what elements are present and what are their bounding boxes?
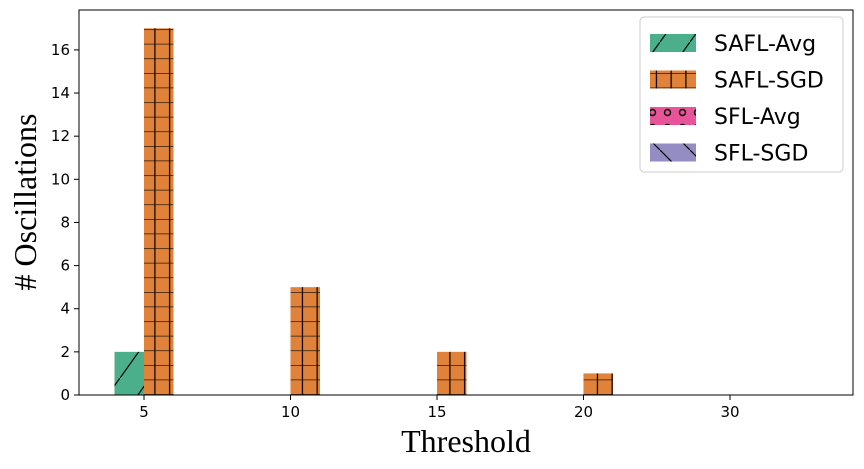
legend-label-safl-avg: SAFL-Avg (714, 32, 816, 57)
legend-swatch-hatch-sfl-avg (650, 107, 696, 125)
y-tick-label: 10 (51, 170, 70, 188)
legend-label-safl-sgd: SAFL-SGD (714, 69, 824, 94)
legend-swatch-hatch-sfl-sgd (650, 143, 696, 162)
legend-frame (639, 16, 844, 173)
bar-hatch-safl-sgd-10 (290, 287, 320, 395)
y-tick-label: 12 (51, 127, 70, 145)
bars-group (114, 28, 613, 395)
legend-swatch-hatch-safl-avg (650, 34, 696, 52)
y-axis: 0 2 4 6 8 10 12 14 16 (51, 41, 79, 404)
bar-hatch-safl-sgd-15 (437, 351, 467, 395)
legend-label-sfl-sgd: SFL-SGD (714, 142, 808, 167)
plot-frame (78, 9, 854, 396)
y-tick-label: 4 (60, 300, 70, 318)
y-axis-label: # Oscillations (7, 114, 43, 291)
x-axis: 5 10 15 20 30 (139, 395, 740, 421)
x-tick-label: 20 (574, 403, 593, 421)
legend-swatch-hatch-safl-sgd (650, 70, 696, 89)
y-tick-label: 0 (60, 386, 70, 404)
y-tick-label: 6 (60, 257, 70, 275)
y-tick-label: 8 (60, 213, 70, 231)
x-tick-label: 30 (720, 403, 739, 421)
y-tick-label: 16 (51, 41, 70, 59)
y-tick-label: 14 (51, 84, 70, 102)
bar-hatch-safl-avg-5 (114, 351, 144, 395)
x-tick-label: 15 (427, 403, 446, 421)
legend: SAFL-Avg SAFL-SGD SFL-Avg SFL-SGD (639, 16, 844, 173)
y-tick-label: 2 (60, 343, 70, 361)
legend-label-sfl-avg: SFL-Avg (714, 105, 801, 130)
bar-hatch-safl-sgd-5 (144, 28, 174, 395)
x-tick-label: 10 (281, 403, 300, 421)
x-axis-label: Threshold (401, 423, 531, 459)
x-tick-label: 5 (139, 403, 149, 421)
bar-hatch-safl-sgd-20 (583, 373, 613, 395)
